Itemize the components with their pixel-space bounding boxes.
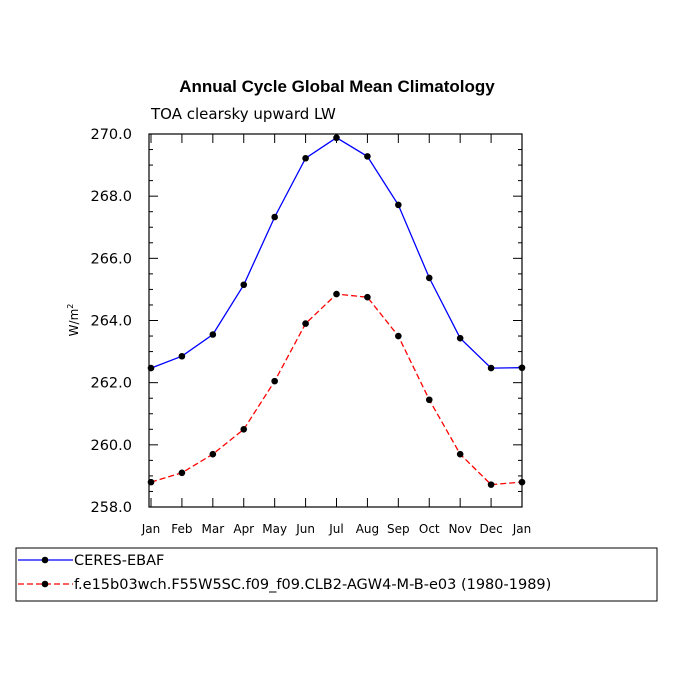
data-point-series-1 xyxy=(487,364,495,372)
y-axis-label-base: W/m xyxy=(67,309,81,337)
data-point-series-1 xyxy=(302,154,309,162)
data-point-series-2 xyxy=(271,377,278,385)
y-tick-label: 258.0 xyxy=(90,500,132,516)
x-tick-label: Apr xyxy=(233,522,254,536)
y-tick-label: 268.0 xyxy=(90,189,132,205)
y-tick-label: 262.0 xyxy=(90,376,132,392)
data-point-series-2 xyxy=(240,425,248,433)
legend-box xyxy=(15,547,658,602)
data-point-series-1 xyxy=(333,134,340,142)
data-point-series-2 xyxy=(302,320,309,327)
legend-marker-2 xyxy=(41,580,49,588)
x-tick-label: Mar xyxy=(202,522,225,536)
y-tick-label: 270.0 xyxy=(90,127,132,143)
data-point-series-1 xyxy=(364,153,371,160)
y-tick-label: 264.0 xyxy=(90,314,132,330)
data-point-series-2 xyxy=(147,478,155,486)
legend-marker-1 xyxy=(41,556,49,564)
chart-title: Annual Cycle Global Mean Climatology xyxy=(179,77,495,96)
data-point-series-1 xyxy=(456,334,464,342)
x-tick-label: Jul xyxy=(328,522,343,536)
data-point-series-2 xyxy=(487,481,495,488)
data-point-series-1 xyxy=(395,201,402,209)
legend: CERES-EBAF f.e15b03wch.F55W5SC.f09_f09.CL… xyxy=(18,553,551,593)
data-point-series-2 xyxy=(364,293,371,301)
legend-label-2: f.e15b03wch.F55W5SC.f09_f09.CLB2-AGW4-M-… xyxy=(74,577,551,593)
y-tick-label: 266.0 xyxy=(90,251,132,267)
chart-subtitle: TOA clearsky upward LW xyxy=(150,105,336,123)
y-axis-label-superscript: 2 xyxy=(66,304,75,309)
x-tick-label: Oct xyxy=(419,522,440,536)
data-point-series-1 xyxy=(271,213,278,221)
series-layer xyxy=(147,134,526,488)
legend-label-1: CERES-EBAF xyxy=(74,553,164,569)
data-point-series-2 xyxy=(178,469,186,477)
data-point-series-2 xyxy=(333,290,340,298)
series-line-2 xyxy=(150,293,523,486)
data-point-series-1 xyxy=(178,352,186,360)
data-point-series-1 xyxy=(240,281,248,289)
data-point-series-1 xyxy=(518,364,526,372)
x-tick-label: Jan xyxy=(512,522,532,536)
x-tick-label: Nov xyxy=(448,522,471,536)
series-line-1 xyxy=(150,136,523,369)
data-point-series-2 xyxy=(209,450,217,458)
x-axis-ticks: Jan Feb Mar Apr May Jun Jul Aug Sep Oct Nov Dec Jan xyxy=(141,134,532,536)
x-tick-label: Aug xyxy=(356,522,379,536)
data-point-series-2 xyxy=(395,332,402,340)
data-point-series-2 xyxy=(518,478,526,486)
data-point-series-1 xyxy=(147,364,155,372)
y-axis-label: W/m2 xyxy=(66,304,81,337)
x-tick-label: Jun xyxy=(295,522,315,536)
x-tick-label: Feb xyxy=(171,522,192,536)
data-point-series-1 xyxy=(425,274,433,282)
x-tick-label: Dec xyxy=(479,522,502,536)
data-point-series-2 xyxy=(425,396,433,404)
x-tick-label: May xyxy=(262,522,287,536)
data-point-series-1 xyxy=(209,331,217,338)
data-point-series-2 xyxy=(456,450,464,458)
y-axis-ticks: 258.0 260.0 262.0 264.0 266.0 268.0 270.0 xyxy=(90,127,522,516)
plot-frame xyxy=(148,133,523,508)
y-tick-label: 260.0 xyxy=(90,438,132,454)
x-tick-label: Sep xyxy=(387,522,410,536)
x-tick-label: Jan xyxy=(141,522,161,536)
